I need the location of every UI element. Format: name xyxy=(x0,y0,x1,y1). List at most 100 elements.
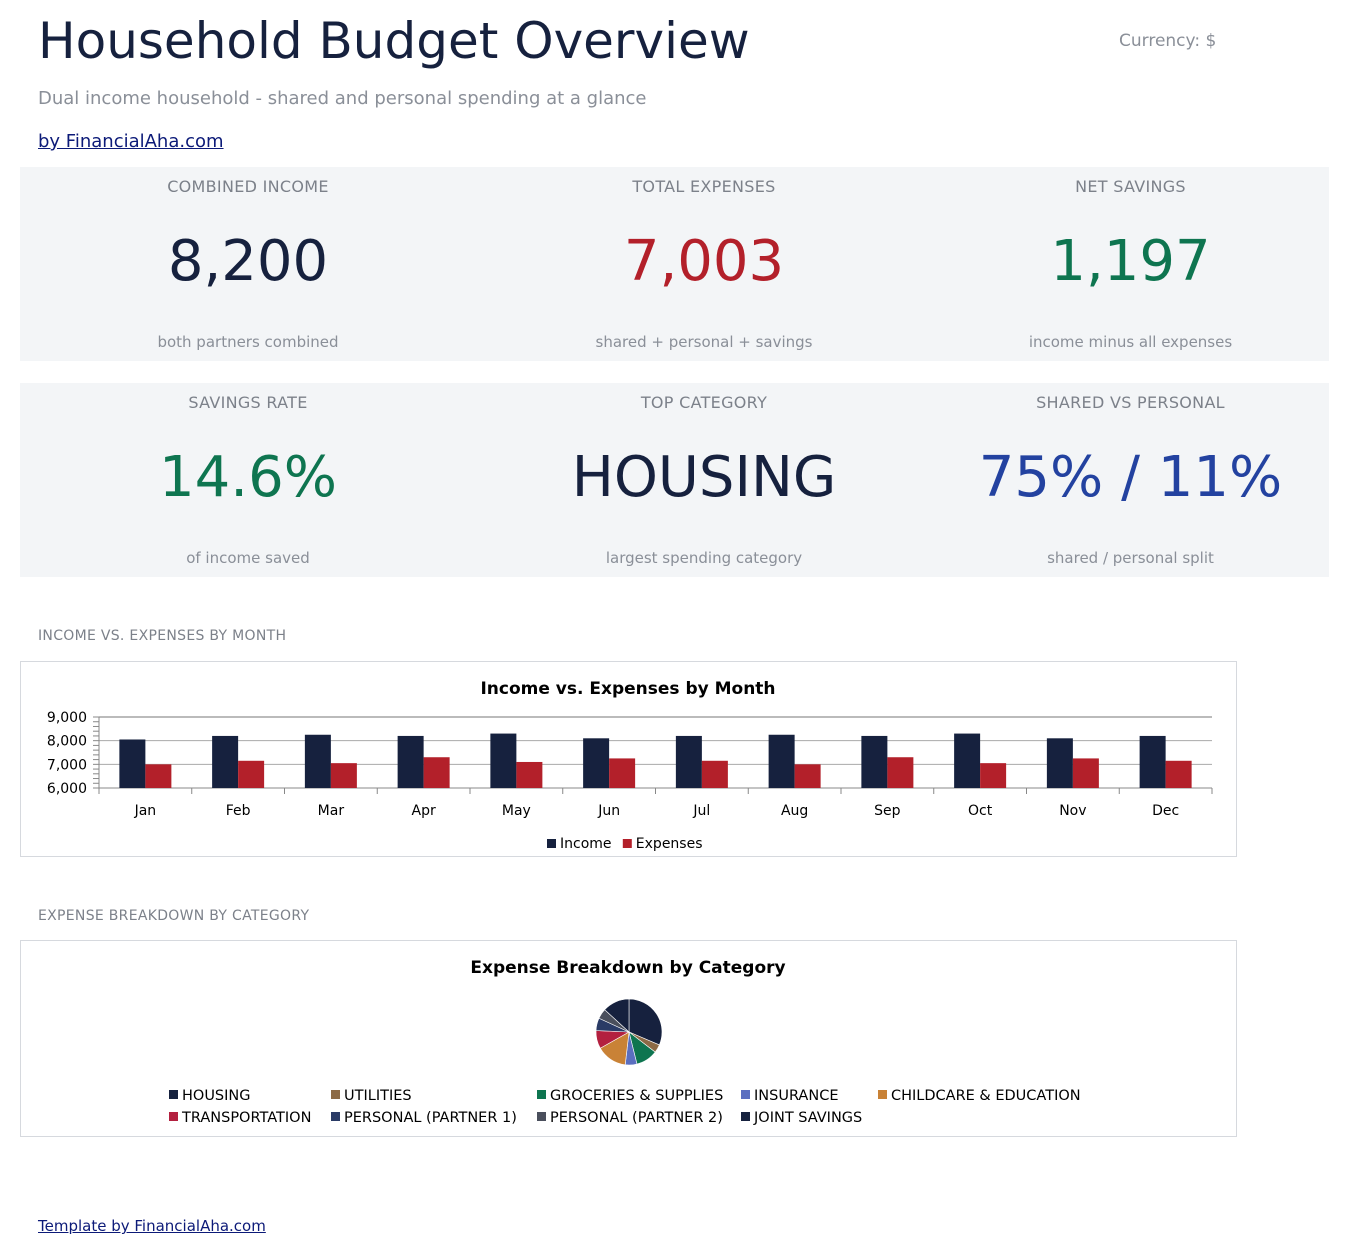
legend-swatch xyxy=(169,1090,178,1099)
x-tick-label: Jul xyxy=(692,803,710,819)
bar-expenses-oct xyxy=(980,763,1007,788)
x-tick-label: May xyxy=(502,803,531,819)
expense-breakdown-chart: Expense Breakdown by Category HOUSING UTIL… xyxy=(20,940,1237,1137)
bar-income-nov xyxy=(1046,738,1073,788)
x-tick-label: Mar xyxy=(318,803,345,819)
kpi-value: 7,003 xyxy=(623,229,785,294)
kpi-top-category: TOP CATEGORY HOUSING largest spending ca… xyxy=(476,383,932,577)
kpi-value: 14.6% xyxy=(159,445,337,510)
bar-expenses-apr xyxy=(423,757,450,788)
section-label-income-expenses: INCOME VS. EXPENSES BY MONTH xyxy=(38,628,287,644)
kpi-shared-vs-personal: SHARED VS PERSONAL 75% / 11% shared / pe… xyxy=(932,383,1329,577)
legend-label: PERSONAL (PARTNER 1) xyxy=(344,1110,517,1126)
kpi-caption: largest spending category xyxy=(605,549,803,567)
bar-income-oct xyxy=(954,733,981,788)
kpi-caption: shared / personal split xyxy=(1047,549,1214,567)
currency-label: Currency: $ xyxy=(1119,31,1217,51)
page-title: Household Budget Overview xyxy=(38,12,750,70)
legend-swatch xyxy=(741,1112,750,1121)
legend-label: UTILITIES xyxy=(344,1088,412,1104)
y-tick-label: 7,000 xyxy=(47,757,87,773)
bar-income-jan xyxy=(119,739,146,788)
bar-expenses-feb xyxy=(238,760,265,788)
x-tick-label: Sep xyxy=(874,803,901,819)
kpi-value: 8,200 xyxy=(167,229,329,294)
kpi-caption: both partners combined xyxy=(157,333,339,351)
x-tick-label: Apr xyxy=(412,803,436,819)
kpi-label: SAVINGS RATE xyxy=(188,393,308,412)
bar-expenses-may xyxy=(516,761,543,788)
bar-expenses-sep xyxy=(887,757,914,788)
kpi-caption: of income saved xyxy=(186,549,310,567)
legend-label-income: Income xyxy=(560,836,612,852)
kpi-total-expenses: TOTAL EXPENSES 7,003 shared + personal +… xyxy=(476,167,932,361)
x-tick-label: Jun xyxy=(597,803,620,819)
legend-label: INSURANCE xyxy=(754,1088,838,1104)
x-tick-label: Jan xyxy=(134,803,157,819)
kpi-value: 75% / 11% xyxy=(978,445,1283,510)
bar-income-sep xyxy=(861,735,888,788)
bar-expenses-jun xyxy=(609,758,636,788)
income-expenses-chart: Income vs. Expenses by Month 6,000 7,000 8,… xyxy=(20,661,1237,857)
kpi-label: COMBINED INCOME xyxy=(167,177,329,196)
kpi-label: NET SAVINGS xyxy=(1075,177,1186,196)
legend-label-expenses: Expenses xyxy=(636,836,703,852)
x-tick-label: Oct xyxy=(968,803,993,819)
kpi-caption: income minus all expenses xyxy=(1028,333,1233,351)
chart-title: Income vs. Expenses by Month xyxy=(480,679,775,699)
legend-label: TRANSPORTATION xyxy=(181,1110,311,1126)
bar-income-feb xyxy=(212,735,239,788)
legend-label: GROCERIES & SUPPLIES xyxy=(550,1088,723,1104)
kpi-savings-rate: SAVINGS RATE 14.6% of income saved xyxy=(20,383,476,577)
kpi-combined-income: COMBINED INCOME 8,200 both partners comb… xyxy=(20,167,476,361)
pie-slice-0 xyxy=(628,998,663,1046)
x-tick-label: Feb xyxy=(226,803,251,819)
y-tick-label: 6,000 xyxy=(47,781,87,797)
pie-slice-8 xyxy=(604,998,630,1033)
legend-swatch xyxy=(331,1112,340,1121)
kpi-panel-top: COMBINED INCOME 8,200 both partners comb… xyxy=(20,167,1329,361)
bar-income-mar xyxy=(304,734,331,788)
kpi-value: HOUSING xyxy=(571,445,837,510)
kpi-value: 1,197 xyxy=(1050,229,1211,294)
kpi-label: TOTAL EXPENSES xyxy=(632,177,776,196)
byline-link[interactable]: by FinancialAha.com xyxy=(38,131,224,152)
page-subtitle: Dual income household - shared and perso… xyxy=(38,88,647,109)
bar-expenses-jul xyxy=(701,760,728,788)
x-tick-label: Dec xyxy=(1152,803,1179,819)
legend-label: JOINT SAVINGS xyxy=(753,1110,862,1126)
legend-swatch-income xyxy=(547,839,556,848)
kpi-panel-bottom: SAVINGS RATE 14.6% of income saved TOP C… xyxy=(20,383,1329,577)
pie-chart-svg: Expense Breakdown by Category HOUSING UTIL… xyxy=(169,958,1081,1126)
bar-income-jun xyxy=(583,738,610,788)
legend-swatch xyxy=(878,1090,887,1099)
bar-expenses-mar xyxy=(330,763,357,788)
bar-income-aug xyxy=(768,734,795,788)
kpi-label: SHARED VS PERSONAL xyxy=(1036,393,1225,412)
legend-label: HOUSING xyxy=(182,1088,251,1104)
bar-income-apr xyxy=(397,735,424,788)
bar-expenses-dec xyxy=(1165,760,1192,788)
legend-label: CHILDCARE & EDUCATION xyxy=(891,1088,1081,1104)
kpi-caption: shared + personal + savings xyxy=(595,333,813,351)
legend-swatch xyxy=(169,1112,178,1121)
y-tick-label: 8,000 xyxy=(47,734,87,750)
chart-title: Expense Breakdown by Category xyxy=(470,958,785,978)
legend-swatch-expenses xyxy=(622,839,632,848)
legend-label: PERSONAL (PARTNER 2) xyxy=(550,1110,723,1126)
bar-income-may xyxy=(490,733,517,788)
footer-template-link[interactable]: Template by FinancialAha.com xyxy=(38,1217,266,1235)
bar-expenses-jan xyxy=(145,764,172,788)
x-tick-label: Nov xyxy=(1059,803,1086,819)
legend-swatch xyxy=(537,1112,546,1121)
bar-chart-svg: Income vs. Expenses by Month 6,000 7,000 8,… xyxy=(47,679,1213,852)
legend-swatch xyxy=(331,1090,340,1099)
kpi-net-savings: NET SAVINGS 1,197 income minus all expen… xyxy=(932,167,1329,361)
bar-expenses-nov xyxy=(1072,758,1099,788)
bar-income-dec xyxy=(1139,735,1166,788)
bar-income-jul xyxy=(675,735,702,788)
bar-expenses-aug xyxy=(794,764,821,788)
y-tick-label: 9,000 xyxy=(47,710,87,726)
x-tick-label: Aug xyxy=(781,803,808,819)
section-label-breakdown: EXPENSE BREAKDOWN BY CATEGORY xyxy=(38,908,310,924)
